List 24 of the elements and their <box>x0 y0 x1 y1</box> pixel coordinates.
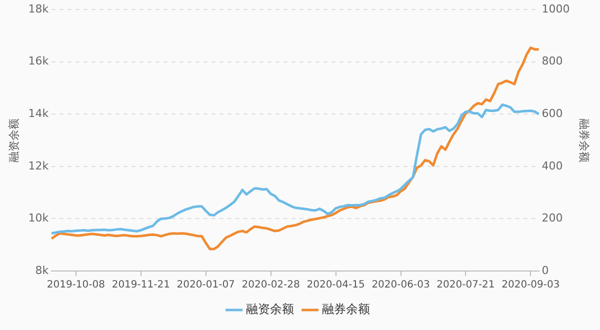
x-tick-label: 2020-09-03 <box>502 280 560 291</box>
legend-label: 融券余额 <box>322 302 370 316</box>
x-tick-label: 2020-02-28 <box>242 280 300 291</box>
y-tick-label: 8k <box>35 264 50 277</box>
legend-label: 融资余额 <box>246 302 294 316</box>
x-tick-label: 2019-10-08 <box>46 280 105 291</box>
y2-tick-label: 800 <box>542 54 563 68</box>
y-tick-label: 16k <box>28 54 50 68</box>
x-tick-label: 2019-11-21 <box>112 280 170 291</box>
y-tick-label: 14k <box>28 107 50 120</box>
y2-tick-label: 1000 <box>542 2 570 16</box>
y-axis-title: 融资余额 <box>7 118 20 162</box>
y-tick-label: 18k <box>28 2 50 16</box>
y2-axis-title: 融券余额 <box>578 118 591 162</box>
y-tick-label: 10k <box>28 212 50 225</box>
x-tick-label: 2020-04-15 <box>306 280 365 291</box>
x-tick-label: 2020-01-07 <box>176 280 235 291</box>
x-tick-label: 2020-07-21 <box>436 280 495 291</box>
y2-tick-label: 400 <box>542 159 563 172</box>
x-tick-label: 2020-06-03 <box>372 280 430 291</box>
y2-tick-label: 0 <box>542 264 549 277</box>
y2-tick-label: 200 <box>542 212 563 225</box>
y2-tick-label: 600 <box>542 107 563 120</box>
y-tick-label: 12k <box>28 159 50 172</box>
